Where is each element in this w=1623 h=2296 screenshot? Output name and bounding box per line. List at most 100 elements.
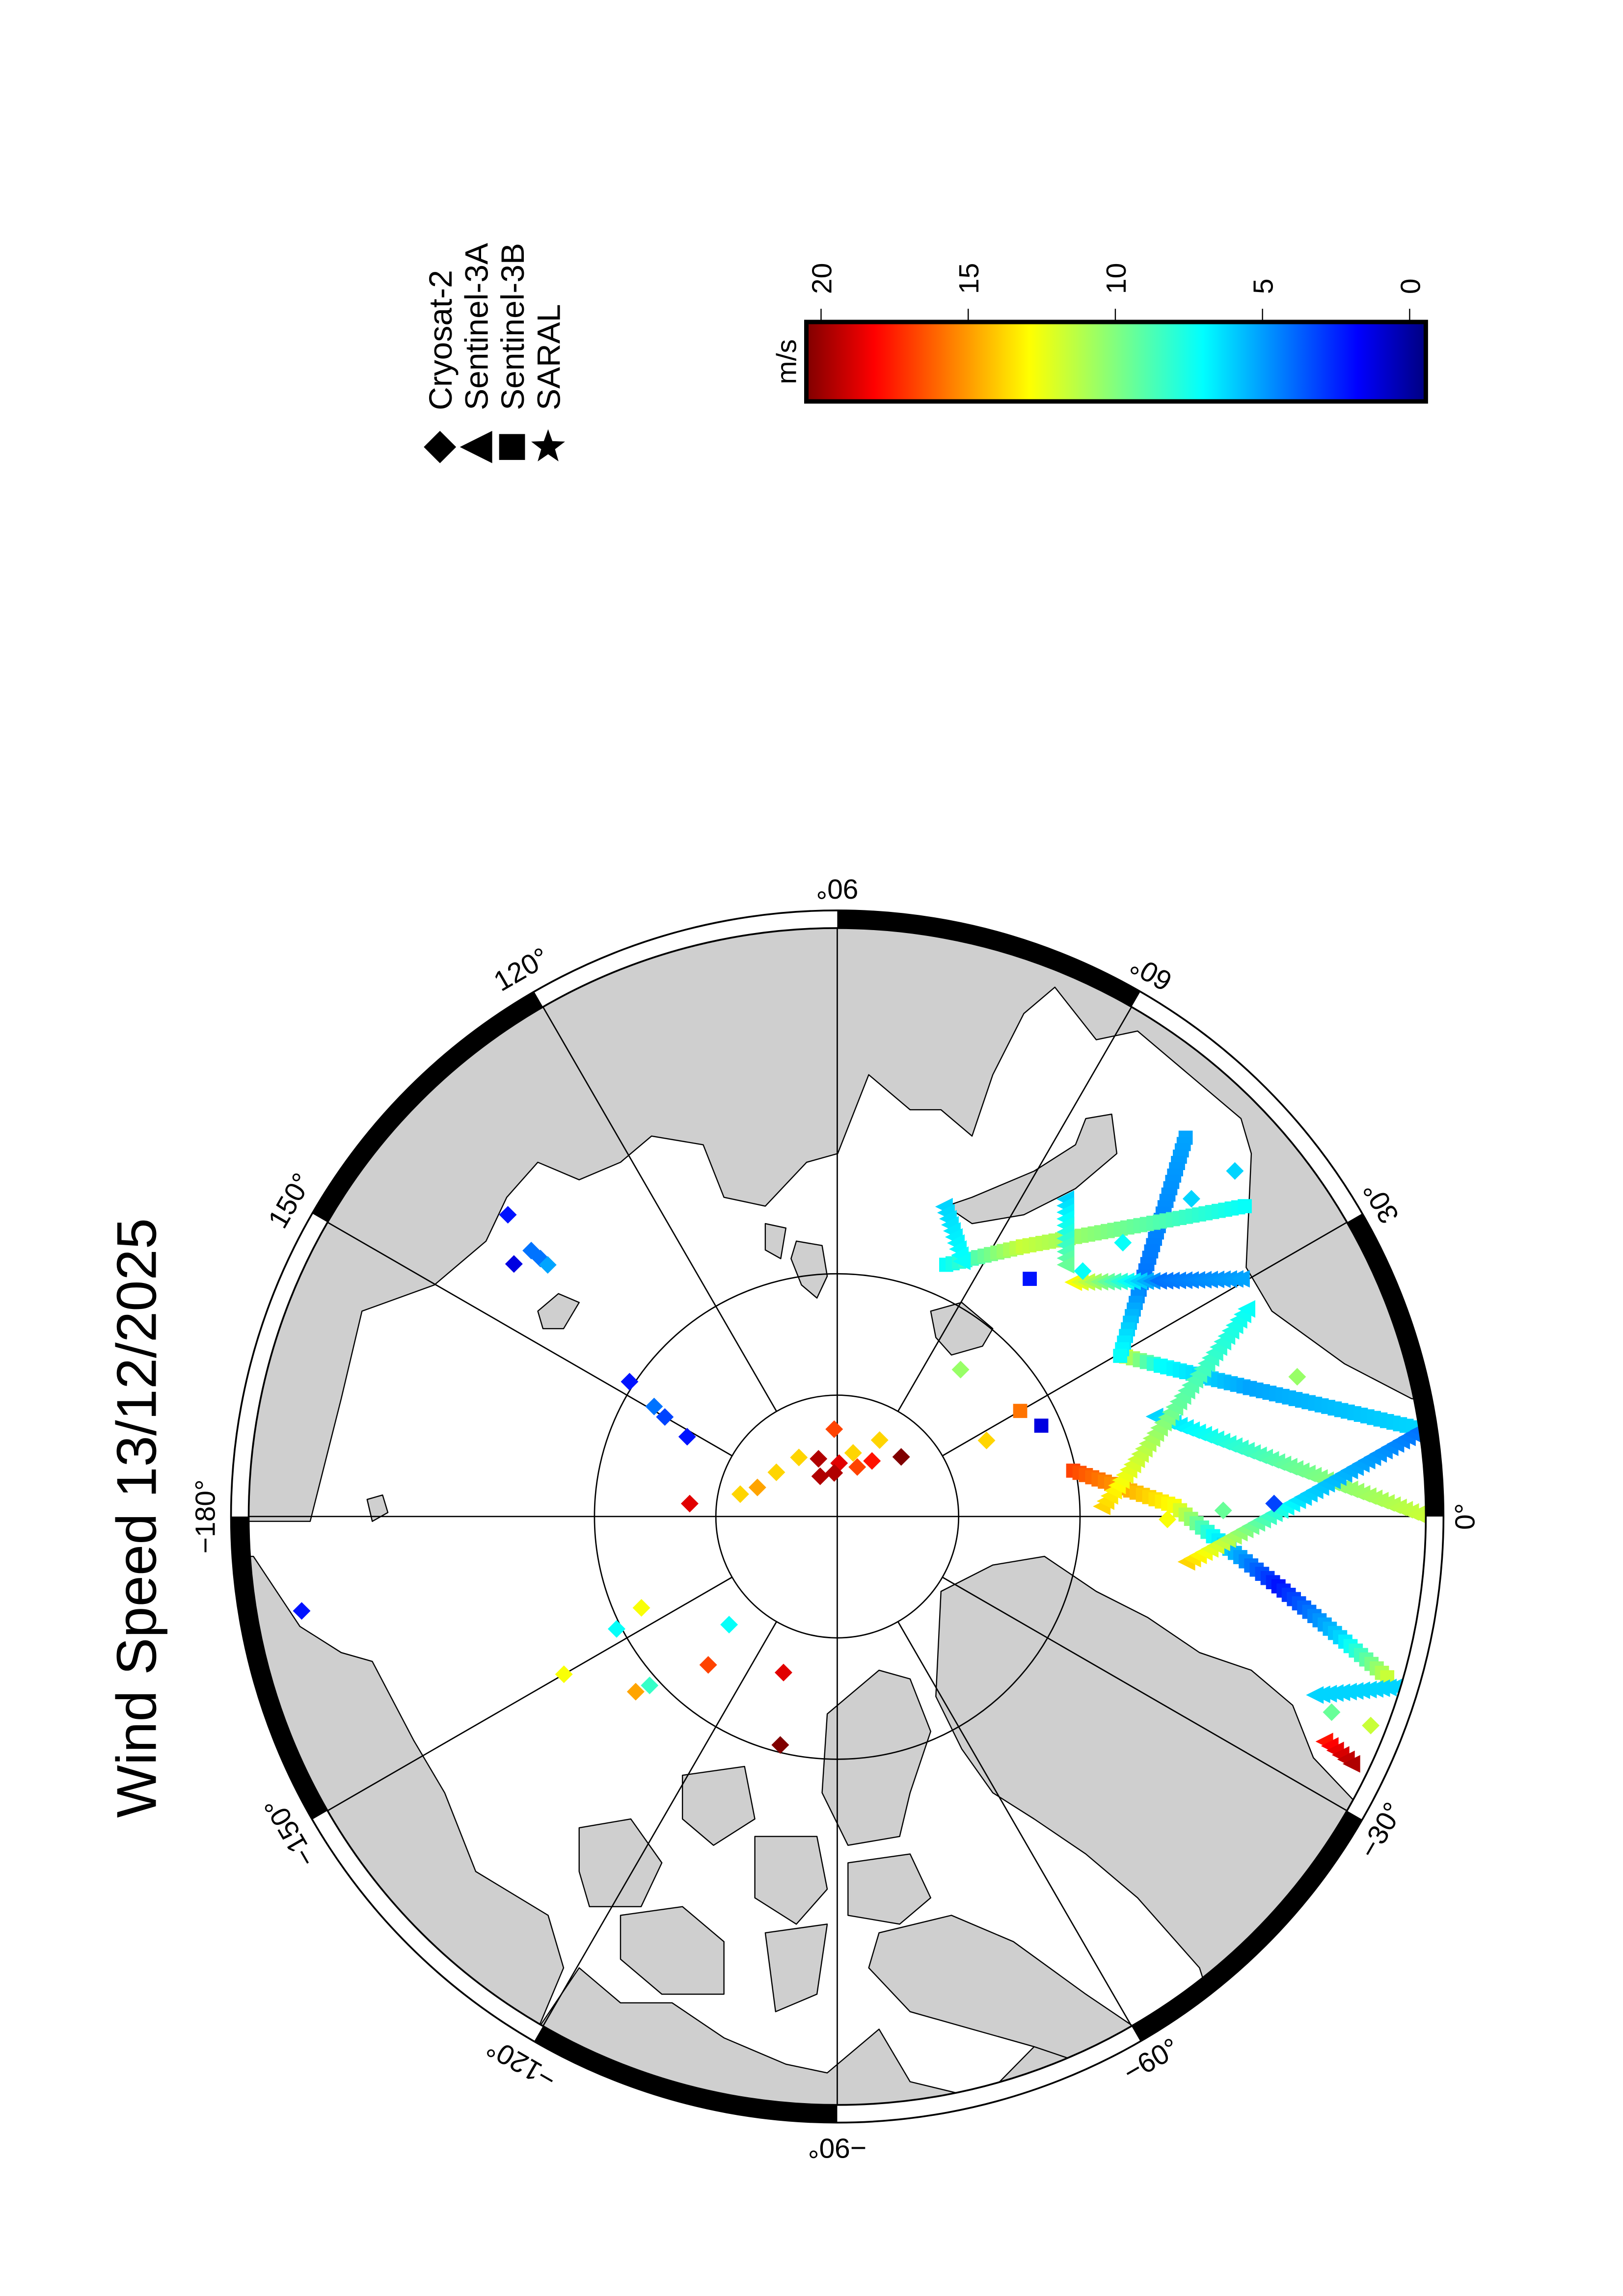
meridian-line bbox=[942, 1576, 1369, 1824]
data-point-marker bbox=[1182, 1190, 1200, 1208]
data-point-marker bbox=[1114, 1233, 1132, 1252]
map-title: Wind Speed 13/12/2025 bbox=[106, 1218, 168, 1818]
colorbar-tick-label: 0 bbox=[1395, 278, 1426, 294]
data-point-marker bbox=[1013, 1404, 1028, 1418]
meridian-line bbox=[306, 1576, 732, 1824]
data-point-marker bbox=[656, 1408, 674, 1426]
data-point-marker bbox=[1023, 1272, 1037, 1286]
land-victoria-island bbox=[620, 1906, 725, 1995]
data-point-marker bbox=[977, 1431, 996, 1449]
land-svalbard bbox=[930, 1302, 994, 1356]
longitude-label: −30° bbox=[1353, 1797, 1409, 1864]
meridian-line bbox=[897, 1621, 1144, 2048]
satellite-track bbox=[1306, 1678, 1404, 1704]
colorbar-tick-label: 10 bbox=[1101, 263, 1132, 294]
legend-label: Sentinel-3A bbox=[459, 243, 495, 410]
colorbar-tick-label: 15 bbox=[953, 263, 985, 294]
longitude-label: −180° bbox=[190, 1479, 221, 1553]
track-marker bbox=[1232, 1270, 1250, 1288]
colorbar-tick-label: 5 bbox=[1248, 278, 1279, 294]
legend-item: Sentinel-3B bbox=[494, 243, 531, 460]
land-banks-island bbox=[578, 1818, 663, 1907]
data-point-marker bbox=[790, 1448, 808, 1467]
colorbar-tick-label: 20 bbox=[806, 263, 838, 294]
land-wrangel-island bbox=[366, 1494, 389, 1522]
colorbar: m/s 20 15 10 5 0 bbox=[771, 263, 1428, 404]
data-point-marker bbox=[848, 1458, 866, 1476]
frame-segment-black bbox=[312, 991, 543, 1223]
data-point-marker bbox=[632, 1599, 650, 1617]
frame-inner-border bbox=[247, 927, 1427, 2106]
track-marker bbox=[1342, 1755, 1360, 1773]
colorbar-unit-label: m/s bbox=[771, 339, 803, 384]
map-frame bbox=[230, 909, 1445, 2124]
land-bathurst-island bbox=[754, 1836, 828, 1925]
track-marker bbox=[1238, 1300, 1256, 1318]
longitude-label: 90° bbox=[816, 873, 858, 905]
satellite-track bbox=[1177, 1422, 1426, 1571]
frame-segment-black bbox=[1131, 1811, 1362, 2042]
meridian-line bbox=[897, 986, 1144, 1412]
triangle-icon bbox=[460, 430, 492, 463]
land-novaya-zemlya bbox=[946, 1113, 1118, 1225]
frame-outer-border bbox=[230, 909, 1445, 2124]
legend: Cryosat-2 Sentinel-3A Sentinel-3B SARAL bbox=[422, 243, 567, 463]
satellite-track bbox=[1064, 1270, 1250, 1291]
polar-map: 0°30°60°90°120°150°−180°−150°−120°−90°−6… bbox=[190, 873, 1481, 2164]
track-marker bbox=[953, 1252, 971, 1270]
data-point-marker bbox=[699, 1656, 717, 1674]
legend-label: SARAL bbox=[530, 304, 567, 410]
data-point-marker bbox=[892, 1448, 910, 1466]
land-franz-josef-land bbox=[790, 1240, 828, 1299]
satellite-track bbox=[1093, 1300, 1256, 1516]
satellite-track bbox=[1056, 1190, 1075, 1274]
land-new-siberian-islands bbox=[537, 1293, 580, 1330]
meridian-line bbox=[530, 986, 777, 1412]
track-marker bbox=[1380, 1670, 1395, 1684]
satellite-track bbox=[1119, 1349, 1420, 1435]
longitude-label: −60° bbox=[1118, 2032, 1184, 2088]
track-marker bbox=[1113, 1349, 1128, 1363]
data-point-marker bbox=[293, 1602, 311, 1620]
data-point-marker bbox=[505, 1255, 523, 1273]
star-icon bbox=[531, 429, 565, 462]
legend-label: Sentinel-3B bbox=[494, 243, 531, 410]
colorbar-gradient bbox=[804, 320, 1428, 404]
data-point-marker bbox=[825, 1420, 843, 1438]
longitude-label: −90° bbox=[808, 2133, 866, 2164]
longitude-label: 0° bbox=[1449, 1503, 1481, 1530]
data-point-marker bbox=[1323, 1703, 1341, 1721]
satellite-track bbox=[1315, 1733, 1360, 1773]
legend-label: Cryosat-2 bbox=[422, 270, 459, 410]
data-point-marker bbox=[771, 1736, 789, 1754]
longitude-label: 150° bbox=[262, 1168, 318, 1233]
data-point-marker bbox=[811, 1467, 829, 1485]
land-somerset-island bbox=[764, 1923, 828, 2012]
data-point-marker bbox=[608, 1620, 625, 1638]
data-point-marker bbox=[555, 1665, 573, 1683]
satellite-track bbox=[935, 1198, 971, 1270]
data-point-marker bbox=[641, 1676, 659, 1694]
diamond-icon bbox=[424, 430, 457, 463]
legend-item: Cryosat-2 bbox=[422, 270, 459, 463]
land-ellesmere-island bbox=[821, 1669, 931, 1846]
legend-item: Sentinel-3A bbox=[459, 243, 495, 463]
data-point-marker bbox=[1226, 1162, 1244, 1180]
land-canada-mainland bbox=[495, 1967, 1190, 2105]
square-icon bbox=[499, 434, 525, 460]
legend-item: SARAL bbox=[530, 304, 567, 462]
data-point-marker bbox=[1159, 1510, 1177, 1528]
meridian-line bbox=[530, 1621, 777, 2048]
land-devon-island bbox=[847, 1853, 931, 1925]
data-point-marker bbox=[678, 1428, 696, 1446]
data-point-marker bbox=[844, 1444, 862, 1462]
track-marker bbox=[1238, 1199, 1252, 1213]
track-marker bbox=[1413, 1507, 1426, 1525]
land-severnaya-zemlya bbox=[764, 1223, 787, 1259]
data-point-marker bbox=[774, 1663, 792, 1682]
track-marker bbox=[1056, 1255, 1075, 1274]
data-point-marker bbox=[1034, 1418, 1049, 1433]
land-parry-islands bbox=[681, 1765, 756, 1846]
longitude-label: 120° bbox=[488, 941, 554, 997]
